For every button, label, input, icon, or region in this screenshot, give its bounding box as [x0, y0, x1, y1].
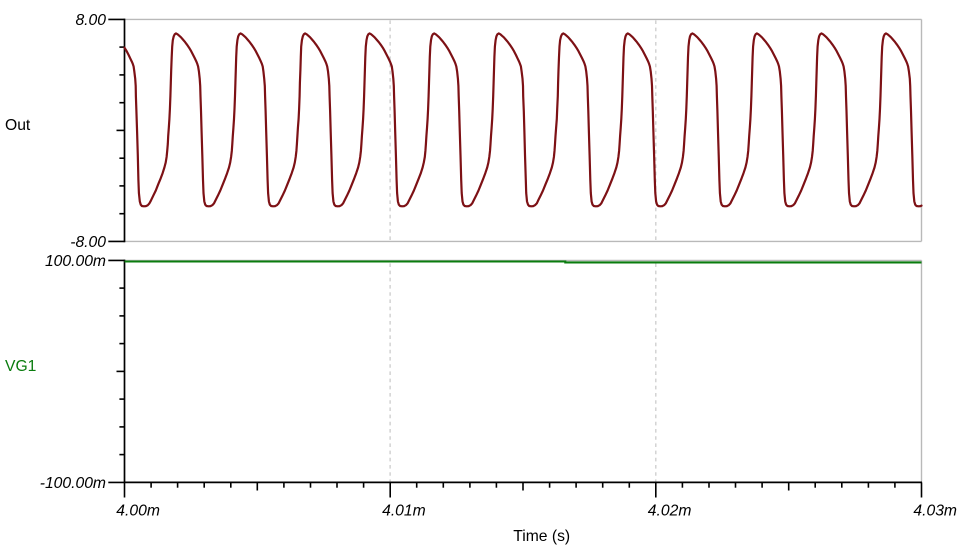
svg-text:4.00m: 4.00m — [116, 503, 160, 520]
svg-text:Out: Out — [5, 117, 31, 134]
svg-text:8.00: 8.00 — [75, 12, 106, 29]
svg-text:-8.00: -8.00 — [70, 234, 106, 251]
svg-text:Time (s): Time (s) — [513, 528, 570, 545]
svg-text:VG1: VG1 — [5, 358, 36, 375]
svg-text:4.02m: 4.02m — [648, 503, 692, 520]
svg-text:4.01m: 4.01m — [382, 503, 426, 520]
svg-text:-100.00m: -100.00m — [40, 475, 106, 492]
svg-text:100.00m: 100.00m — [45, 253, 106, 270]
svg-text:4.03m: 4.03m — [913, 503, 957, 520]
